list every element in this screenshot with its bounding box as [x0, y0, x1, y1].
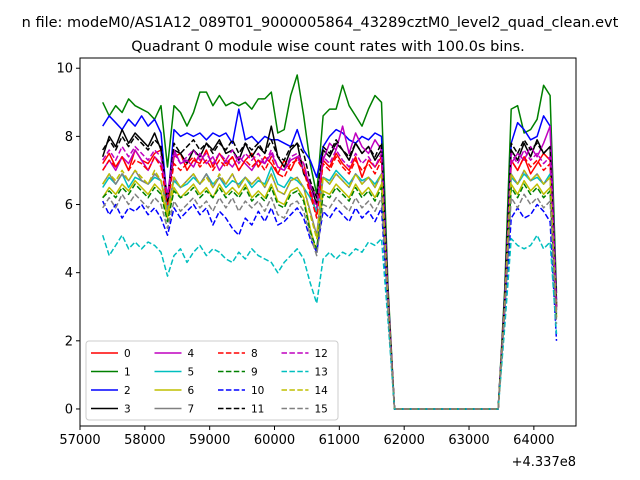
legend-label-11: 11 — [251, 404, 264, 416]
x-tick-label: 62000 — [384, 433, 425, 448]
legend-label-5: 5 — [188, 367, 195, 379]
axes-frame — [79, 57, 577, 427]
legend-label-15: 15 — [315, 404, 328, 416]
y-tick-label: 10 — [56, 62, 73, 77]
legend-label-7: 7 — [188, 404, 195, 416]
legend-label-14: 14 — [315, 385, 329, 397]
series-layer — [101, 74, 558, 410]
series-line-13 — [101, 234, 558, 410]
series-line-8 — [102, 156, 558, 410]
x-tick-label: 64000 — [513, 433, 554, 448]
legend-label-8: 8 — [251, 348, 258, 360]
legend-label-13: 13 — [315, 367, 328, 379]
plot-area: 57000 58000 59000 60000 61000 62000 63000 64000… — [56, 57, 577, 470]
y-tick-label: 8 — [65, 130, 73, 145]
legend-label-3: 3 — [124, 404, 131, 416]
series-line-15 — [102, 193, 558, 410]
figure-suptitle: n file: modeM0/AS1A12_089T01_9000005864_… — [22, 15, 619, 31]
series-line-14 — [102, 169, 558, 410]
x-tick-label: 57000 — [59, 433, 100, 448]
legend-label-2: 2 — [124, 385, 131, 397]
legend-label-1: 1 — [124, 367, 131, 379]
legend-label-0: 0 — [124, 348, 131, 360]
y-tick-label: 0 — [65, 402, 73, 417]
x-tick-label: 63000 — [448, 433, 489, 448]
x-tick-label: 60000 — [254, 433, 295, 448]
y-tick-label: 6 — [65, 198, 73, 213]
legend-label-12: 12 — [315, 348, 328, 360]
legend-label-9: 9 — [251, 367, 258, 379]
x-tick-label: 58000 — [124, 433, 165, 448]
y-tick-label: 2 — [65, 334, 73, 349]
legend-box — [85, 340, 339, 421]
legend-label-6: 6 — [188, 385, 195, 397]
series-line-12 — [102, 145, 558, 410]
x-axis: 57000 58000 59000 60000 61000 62000 63000 64000 — [59, 426, 555, 448]
legend-label-4: 4 — [188, 348, 195, 360]
y-tick-label: 4 — [65, 266, 73, 281]
x-offset-label: +4.337e8 — [512, 455, 576, 470]
legend-label-10: 10 — [251, 385, 264, 397]
x-tick-label: 59000 — [189, 433, 230, 448]
chart-title: Quadrant 0 module wise count rates with … — [131, 39, 525, 55]
y-axis: 0 2 4 6 8 10 — [56, 62, 80, 417]
x-tick-label: 61000 — [319, 433, 360, 448]
